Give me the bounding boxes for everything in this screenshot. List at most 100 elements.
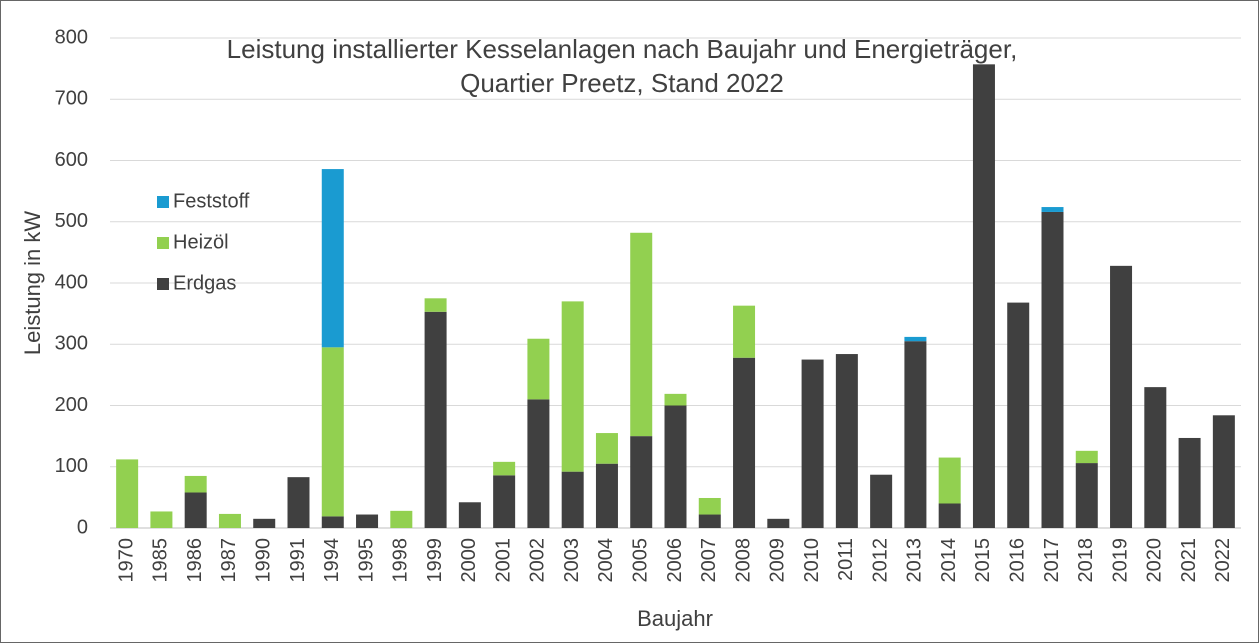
x-tick-label: 1985 <box>150 538 172 583</box>
x-tick-label: 1990 <box>253 538 275 583</box>
bar-segment <box>1041 211 1064 528</box>
bar-segment <box>321 516 344 528</box>
x-tick-label: 2001 <box>492 538 514 583</box>
bar-segment <box>767 518 790 528</box>
bar-segment <box>904 341 927 528</box>
bar-segment <box>1110 265 1133 528</box>
x-tick-label: 2018 <box>1075 538 1097 583</box>
bar-segment <box>287 477 310 528</box>
legend-swatch <box>157 196 169 208</box>
bar-segment <box>150 511 173 528</box>
legend-swatch <box>157 278 169 290</box>
bar-segment <box>321 347 344 517</box>
x-axis-label: Baujahr <box>637 606 713 631</box>
x-tick-label: 2004 <box>595 538 617 583</box>
x-tick-label: 2011 <box>835 538 857 581</box>
bar-segment <box>321 169 344 348</box>
x-tick-label: 2006 <box>664 538 686 583</box>
x-tick-label: 2000 <box>458 538 480 583</box>
bar-segment <box>972 64 995 529</box>
x-tick-label: 2020 <box>1144 538 1166 583</box>
bar-segment <box>1075 463 1098 528</box>
bar-segment <box>527 338 550 400</box>
y-tick-label: 100 <box>55 455 88 477</box>
bar-segment <box>870 474 893 528</box>
bar-segment <box>698 514 721 528</box>
bar-segment <box>938 503 961 528</box>
bar-segment <box>561 471 584 528</box>
x-tick-label: 2017 <box>1041 538 1063 583</box>
bar-segment <box>1144 387 1167 528</box>
bar-segment <box>1007 302 1030 528</box>
y-tick-label: 800 <box>55 26 88 48</box>
x-tick-label: 2005 <box>630 538 652 583</box>
bar-segment <box>595 433 618 464</box>
x-tick-label: 2010 <box>801 538 823 583</box>
bar-segment <box>1178 437 1201 528</box>
y-tick-label: 600 <box>55 149 88 171</box>
x-tick-label: 2003 <box>561 538 583 583</box>
x-tick-label: 2002 <box>527 538 549 583</box>
bar-segment <box>938 457 961 504</box>
legend-label: Feststoff <box>173 190 250 212</box>
bar-segment <box>356 514 379 528</box>
x-tick-label: 2019 <box>1109 538 1131 583</box>
y-axis-label: Leistung in kW <box>20 211 45 356</box>
y-tick-label: 500 <box>55 210 88 232</box>
bar-segment <box>698 497 721 515</box>
x-tick-label: 2021 <box>1178 538 1200 583</box>
bar-segment <box>424 311 447 528</box>
x-tick-label: 2013 <box>904 538 926 583</box>
x-tick-label: 2012 <box>869 538 891 583</box>
y-tick-label: 400 <box>55 271 88 293</box>
y-tick-label: 300 <box>55 333 88 355</box>
y-tick-label: 700 <box>55 88 88 110</box>
x-tick-label: 1986 <box>184 538 206 583</box>
bar-segment <box>116 459 139 528</box>
bar-segment <box>493 475 516 528</box>
bar-segment <box>390 510 413 528</box>
x-tick-label: 1999 <box>424 538 446 583</box>
bar-segment <box>733 305 756 358</box>
bar-segment <box>630 436 653 528</box>
bar-segment <box>1041 207 1064 212</box>
bar-segment <box>733 357 756 528</box>
y-tick-label: 200 <box>55 394 88 416</box>
x-tick-label: 1998 <box>390 538 412 583</box>
x-tick-label: 1987 <box>218 538 240 583</box>
bar-segment <box>527 399 550 528</box>
bar-segment <box>253 518 276 528</box>
y-tick-label: 0 <box>77 516 88 538</box>
legend-swatch <box>157 237 169 249</box>
x-tick-label: 2014 <box>938 538 960 583</box>
x-tick-label: 2016 <box>1007 538 1029 583</box>
chart-title: Quartier Preetz, Stand 2022 <box>460 68 784 98</box>
bar-segment <box>184 492 207 528</box>
x-tick-label: 2008 <box>732 538 754 583</box>
x-tick-label: 1994 <box>321 538 343 583</box>
bar-segment <box>218 513 241 528</box>
bar-segment <box>1075 450 1098 464</box>
legend-label: Heizöl <box>173 231 229 253</box>
chart-title: Leistung installierter Kesselanlagen nac… <box>227 34 1018 64</box>
legend-label: Erdgas <box>173 272 236 294</box>
bar-segment <box>904 336 927 342</box>
x-tick-label: 2009 <box>767 538 789 583</box>
x-tick-label: 1995 <box>355 538 377 583</box>
bar-segment <box>664 405 687 528</box>
x-tick-label: 1991 <box>287 538 309 583</box>
bar-segment <box>835 354 858 528</box>
bar-segment <box>424 298 447 312</box>
x-tick-label: 2022 <box>1212 538 1234 583</box>
bar-segment <box>801 359 824 528</box>
bar-segment <box>184 475 207 493</box>
bar-segment <box>595 463 618 528</box>
bar-segment <box>664 393 687 406</box>
bar-segment <box>493 461 516 476</box>
bar-segment <box>630 232 653 437</box>
x-tick-label: 1970 <box>115 538 137 583</box>
bar-segment <box>458 502 481 528</box>
x-tick-label: 2007 <box>698 538 720 583</box>
x-tick-label: 2015 <box>972 538 994 583</box>
